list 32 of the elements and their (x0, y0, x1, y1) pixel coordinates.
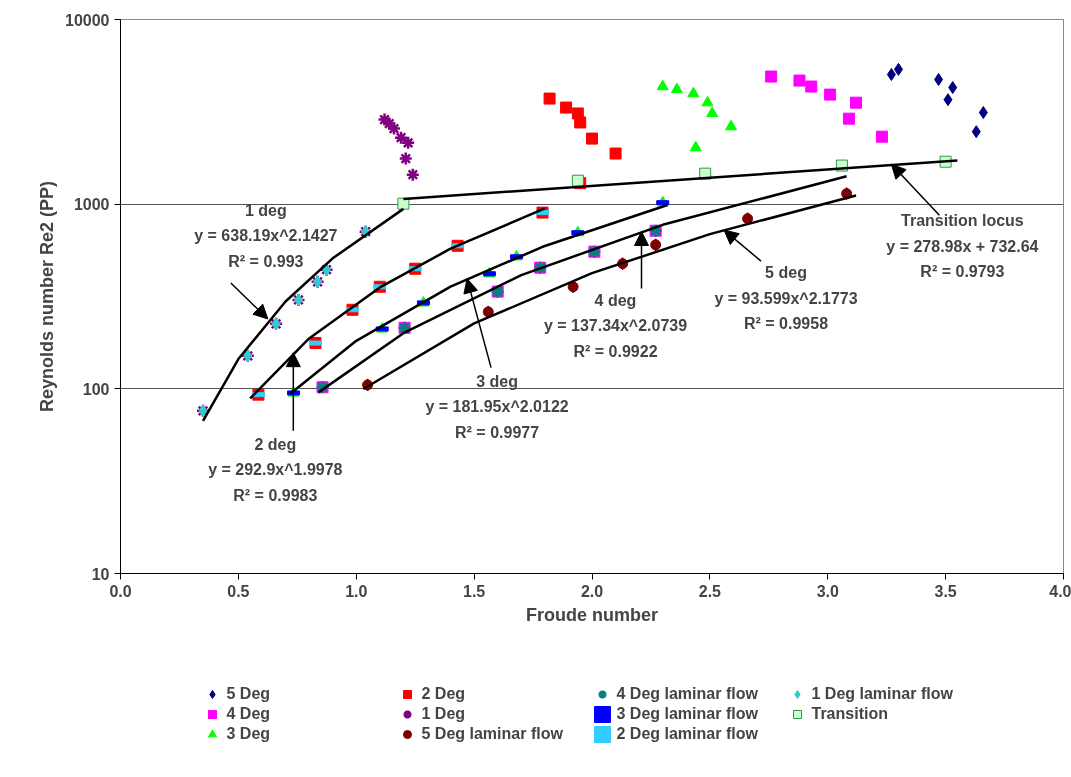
annotation: 1 deg y = 638.19x^2.1427 R² = 0.993 (194, 201, 338, 270)
x-tick-label: 4.0 (1049, 582, 1071, 600)
legend-label: Transition (811, 705, 889, 723)
legend-label: 4 Deg laminar flow (616, 685, 759, 703)
annotation: 2 deg y = 292.9x^1.9978 R² = 0.9983 (208, 435, 343, 504)
x-tick-label: 3.0 (816, 582, 839, 600)
x-tick-label: 3.5 (934, 582, 957, 600)
x-tick-label: 2.5 (698, 582, 722, 600)
y-axis-title: Reynolds number Re2 (PP) (37, 180, 58, 413)
annotation: 4 deg y = 137.34x^2.0739 R² = 0.9922 (543, 291, 688, 360)
legend-label: 3 Deg (226, 725, 272, 743)
annotation: Transition locus y = 278.98x + 732.64 R² = 0.9793 (886, 212, 1039, 281)
x-tick-label: 0.0 (109, 582, 132, 600)
y-tick-label: 10 (91, 565, 110, 583)
x-tick-label: 1.0 (345, 582, 368, 600)
annotation: 5 deg y = 93.599x^2.1773 R² = 0.9958 (714, 264, 858, 333)
legend-label: 5 Deg laminar flow (421, 725, 564, 743)
y-tick-label: 10000 (65, 11, 110, 29)
y-tick-label: 100 (82, 380, 110, 398)
x-tick-label: 2.0 (580, 582, 604, 600)
x-axis-title: Froude number (526, 604, 659, 625)
y-tick-label: 1000 (73, 196, 110, 214)
legend-label: 2 Deg (421, 685, 467, 703)
legend-label: 1 Deg (421, 705, 467, 723)
annotation: 3 deg y = 181.95x^2.0122 R² = 0.9977 (425, 372, 569, 441)
legend-label: 2 Deg laminar flow (616, 725, 759, 743)
legend-label: 3 Deg laminar flow (616, 705, 759, 723)
legend-label: 1 Deg laminar flow (811, 685, 954, 703)
legend-label: 4 Deg (226, 705, 272, 723)
x-tick-label: 1.5 (463, 582, 486, 600)
x-tick-label: 0.5 (227, 582, 250, 600)
legend-label: 5 Deg (226, 685, 272, 703)
